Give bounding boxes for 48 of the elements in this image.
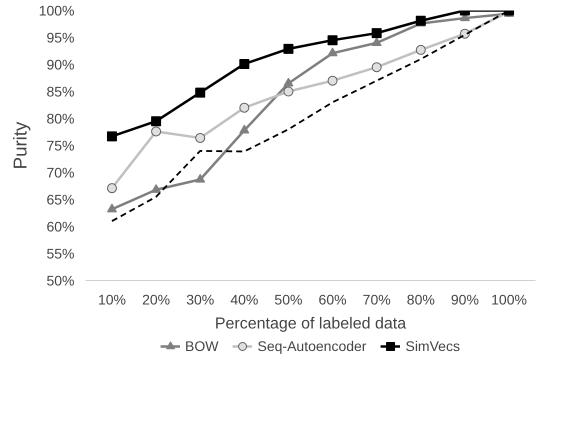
point bbox=[106, 204, 117, 212]
x-tick-label: 80% bbox=[406, 292, 435, 308]
x-tick-label: 20% bbox=[142, 292, 170, 308]
point bbox=[195, 132, 206, 143]
x-tick-label: 70% bbox=[362, 292, 391, 308]
y-tick-label: 55% bbox=[46, 246, 75, 262]
point bbox=[328, 47, 338, 56]
point bbox=[195, 88, 206, 98]
x-axis-title: Percentage of labeled data bbox=[214, 316, 406, 332]
y-tick-label: 85% bbox=[46, 84, 75, 100]
x-tick-label: 90% bbox=[450, 292, 479, 308]
x-tick-label: 40% bbox=[230, 292, 258, 308]
point bbox=[328, 35, 338, 46]
y-tick-label: 75% bbox=[46, 138, 75, 154]
y-tick-label: 70% bbox=[46, 164, 75, 180]
y-tick-label: 80% bbox=[46, 110, 75, 126]
y-tick-label: 50% bbox=[46, 272, 75, 288]
point bbox=[151, 116, 162, 126]
point bbox=[239, 124, 250, 134]
point bbox=[106, 183, 117, 194]
point bbox=[283, 86, 294, 96]
point bbox=[283, 78, 294, 86]
legend-label: Seq-Autoencoder bbox=[258, 338, 366, 354]
point bbox=[151, 126, 162, 136]
y-tick-label: 95% bbox=[46, 30, 75, 46]
point bbox=[106, 131, 117, 142]
x-tick-label: 10% bbox=[98, 292, 126, 308]
point bbox=[372, 28, 382, 38]
x-tick-label: 30% bbox=[186, 292, 214, 308]
point bbox=[283, 44, 294, 54]
x-tick-label: 100% bbox=[491, 292, 527, 308]
point bbox=[416, 44, 426, 55]
legend-label: BOW bbox=[185, 338, 219, 354]
y-tick-label: 100% bbox=[38, 2, 75, 18]
point bbox=[372, 62, 382, 72]
point bbox=[195, 174, 206, 183]
point bbox=[151, 184, 162, 193]
point bbox=[328, 76, 338, 86]
legend-label: SimVecs bbox=[405, 338, 460, 354]
x-tick-label: 60% bbox=[318, 292, 347, 308]
y-tick-label: 65% bbox=[46, 192, 75, 208]
y-tick-label: 60% bbox=[46, 218, 75, 234]
point bbox=[239, 58, 250, 69]
point bbox=[239, 102, 250, 113]
point bbox=[372, 37, 382, 46]
y-axis-title: Purity bbox=[10, 120, 31, 170]
y-tick-label: 90% bbox=[46, 56, 75, 72]
x-tick-label: 50% bbox=[274, 292, 302, 308]
